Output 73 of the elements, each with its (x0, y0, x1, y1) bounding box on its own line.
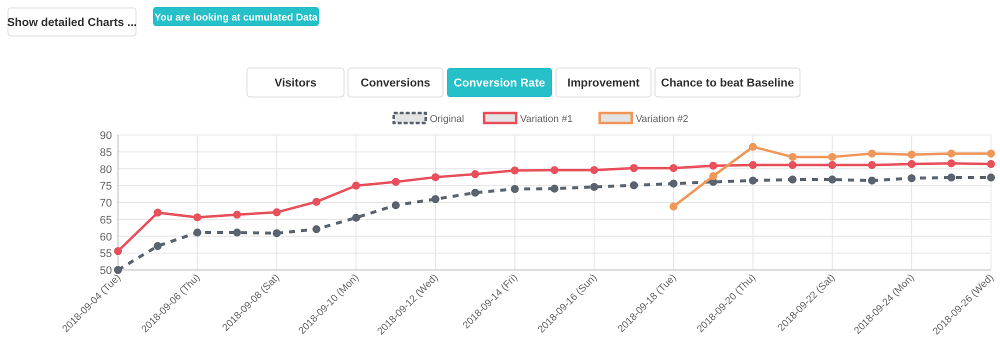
point (670, 202, 678, 211)
point (947, 159, 956, 168)
point (987, 150, 995, 158)
point (233, 228, 242, 237)
y-tick-label: 90 (100, 130, 112, 142)
y-tick-label: 55 (100, 248, 112, 260)
legend-label: Original (430, 114, 464, 125)
point (550, 166, 558, 174)
y-tick-label: 60 (100, 231, 112, 244)
point (312, 225, 320, 234)
point (987, 160, 995, 168)
point (193, 213, 202, 222)
point (828, 161, 836, 170)
y-tick-label: 75 (100, 180, 112, 193)
point (352, 214, 360, 222)
point (868, 161, 876, 170)
point (233, 210, 242, 219)
point (312, 198, 320, 206)
point (510, 166, 519, 174)
text: Visitors (274, 78, 316, 90)
y-tick-label: 70 (100, 198, 112, 210)
y-tick-label: 80 (100, 164, 112, 176)
point (670, 180, 678, 188)
point (748, 142, 757, 151)
point (471, 170, 480, 178)
point (431, 195, 440, 204)
point (709, 172, 718, 180)
point (630, 164, 638, 172)
point (471, 188, 480, 197)
y-tick-label: 50 (100, 265, 112, 277)
point (868, 176, 876, 185)
text: Improvement (567, 78, 640, 90)
point (987, 174, 995, 182)
point (908, 160, 916, 168)
y-tick-label: 65 (100, 214, 112, 226)
point (114, 247, 122, 256)
point (590, 182, 598, 191)
point (788, 152, 797, 161)
point (828, 152, 836, 161)
point (908, 150, 916, 159)
point (590, 166, 598, 174)
text: Conversion Rate (454, 78, 546, 90)
point (352, 182, 360, 190)
point (947, 150, 956, 158)
point (748, 176, 757, 185)
point (272, 208, 281, 216)
text: Show detailed Charts ... (7, 17, 137, 29)
text: You are looking at cumulated Data (154, 12, 318, 24)
point (272, 229, 281, 238)
text: Conversions (360, 78, 430, 90)
point (392, 178, 400, 186)
point (154, 242, 162, 250)
text: Chance to beat Baseline (661, 78, 794, 90)
point (193, 228, 202, 237)
point (392, 201, 400, 210)
point (868, 150, 876, 158)
point (828, 176, 836, 184)
point (431, 173, 440, 182)
y-tick-label: 85 (100, 146, 112, 159)
point (550, 184, 558, 193)
point (510, 185, 519, 193)
point (630, 181, 638, 190)
point (788, 176, 797, 184)
point (908, 174, 916, 182)
point (709, 162, 718, 170)
point (670, 164, 678, 172)
legend-label: Variation #2 (636, 114, 689, 125)
legend-label: Variation #1 (520, 114, 574, 125)
point (788, 161, 797, 170)
point (748, 161, 757, 170)
point (154, 208, 162, 217)
point (947, 174, 956, 182)
point (114, 266, 122, 274)
